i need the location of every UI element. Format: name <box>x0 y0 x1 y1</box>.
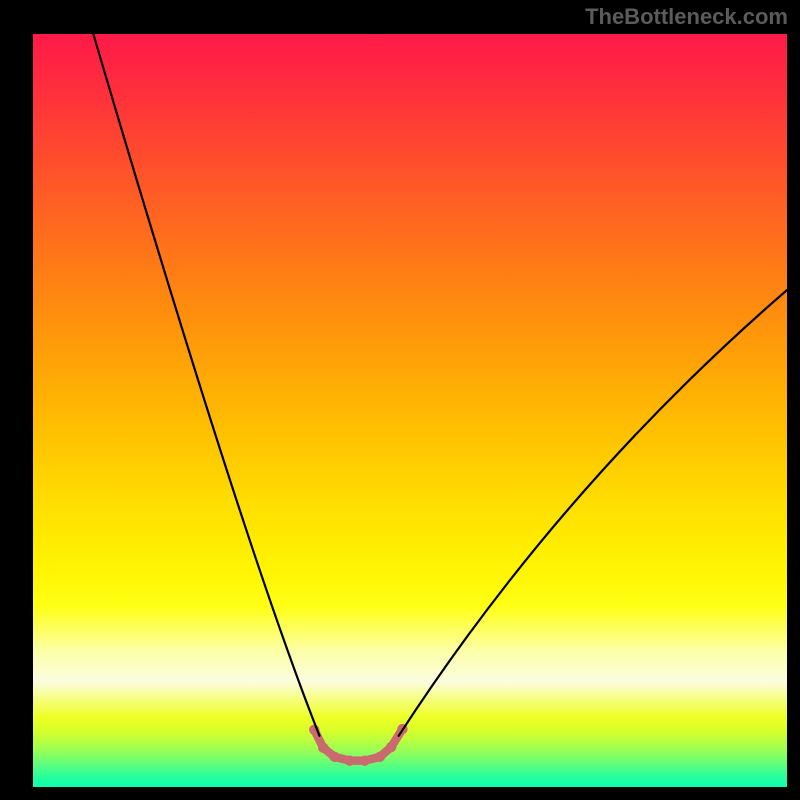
plot-area <box>33 34 787 787</box>
curve-overlay <box>33 34 787 787</box>
watermark-label: TheBottleneck.com <box>585 4 788 30</box>
